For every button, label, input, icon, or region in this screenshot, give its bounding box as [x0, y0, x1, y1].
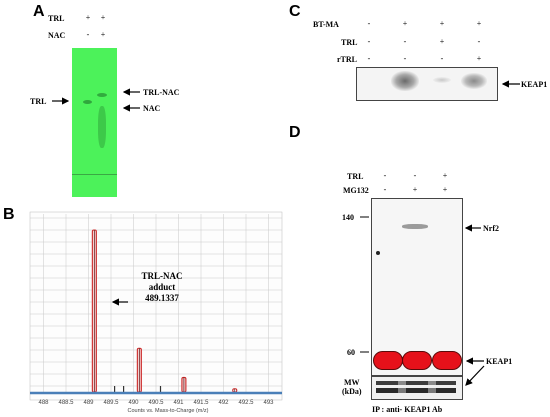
blot-c-band-lane2 — [391, 71, 419, 91]
panel-d-letter: D — [289, 124, 301, 141]
x-tick-label: 492 — [218, 400, 229, 406]
panel-c-row-btma-label: BT-MA — [313, 20, 339, 29]
panel-d-trl-lane1: - — [383, 171, 387, 180]
x-tick-label: 488 — [38, 400, 49, 406]
annotation-line-1: TRL-NAC — [141, 271, 183, 281]
spectrum-grid — [30, 214, 282, 392]
x-tick-label: 491 — [173, 400, 184, 406]
mw-marker-60: 60 — [347, 348, 355, 357]
blot-c-band-lane3 — [433, 77, 451, 83]
panel-c-trl-lane1: - — [367, 37, 371, 46]
panel-d-row-mg132-label: MG132 — [343, 186, 369, 195]
tlc-smear-nac — [98, 106, 106, 148]
panel-d-blot — [371, 198, 463, 376]
panel-c-trl-lane3: + — [439, 37, 445, 46]
tlc-spot-trl-nac — [97, 93, 107, 97]
panel-a-nac-lane2: + — [100, 30, 106, 39]
panel-a-row-nac-label: NAC — [48, 31, 66, 40]
mw-box-label-line2: (kDa) — [342, 387, 362, 396]
x-tick-label: 490.5 — [148, 400, 164, 406]
panel-a-left-label-trl: TRL — [30, 97, 47, 106]
panel-c-btma-lane4: + — [476, 19, 482, 28]
panel-c-rtrl-lane3: - — [440, 54, 444, 63]
blot-d-speck — [376, 251, 380, 255]
annotation-line-3: 489.1337 — [145, 293, 179, 303]
panel-d-mw-box — [371, 376, 463, 400]
panel-c-btma-lane3: + — [439, 19, 445, 28]
x-tick-label: 490 — [128, 400, 139, 406]
panel-d-row-trl-label: TRL — [347, 172, 364, 181]
panel-d-mg132-lane3: + — [442, 185, 448, 194]
panel-c-row-trl-label: TRL — [341, 38, 358, 47]
spectrum-peaks — [91, 229, 238, 393]
blot-d-keap1-lane2 — [402, 351, 432, 370]
panel-a-trl-lane2: + — [100, 13, 106, 22]
panel-a-trl-lane1: + — [85, 13, 91, 22]
panel-a-right-label-nac: NAC — [143, 104, 161, 113]
panel-c-rtrl-lane1: - — [367, 54, 371, 63]
panel-c-letter: C — [289, 3, 301, 20]
blot-c-band-lane4 — [461, 73, 487, 89]
panel-c-rtrl-lane2: - — [403, 54, 407, 63]
panel-c-trl-lane4: - — [477, 37, 481, 46]
blot-d-nrf2-band — [402, 224, 428, 229]
tlc-plate — [72, 48, 117, 197]
panel-c-trl-lane2: - — [403, 37, 407, 46]
x-tick-label: 489 — [83, 400, 94, 406]
panel-d-trl-lane3: + — [442, 171, 448, 180]
panel-a-letter: A — [33, 3, 45, 20]
panel-d-mg132-lane1: - — [383, 185, 387, 194]
panel-c-btma-lane2: + — [402, 19, 408, 28]
ip-caption: IP : anti- KEAP1 Ab — [372, 405, 443, 414]
panel-d-band-label-nrf2: Nrf2 — [483, 224, 499, 233]
panel-d-band-label-keap1: KEAP1 — [486, 357, 513, 366]
annotation-line-2: adduct — [148, 282, 176, 292]
arrow-keap1-mw — [465, 365, 485, 386]
spectrum-annotation: TRL-NAC adduct 489.1337 — [130, 271, 194, 304]
x-tick-label: 488.5 — [58, 400, 74, 406]
panel-a-row-trl-label: TRL — [48, 14, 65, 23]
mw-band-2 — [376, 388, 456, 393]
tlc-baseline — [72, 174, 117, 175]
panel-c-btma-lane1: - — [367, 19, 371, 28]
tlc-spot-trl — [83, 100, 92, 104]
panel-d-mg132-lane2: + — [412, 185, 418, 194]
x-tick-label: 491.5 — [193, 400, 209, 406]
panel-b-letter: B — [3, 206, 15, 223]
mw-box-label: MW (kDa) — [342, 378, 362, 396]
panel-c-blot — [356, 67, 498, 101]
mw-marker-140: 140 — [342, 213, 354, 222]
panel-c-band-label-keap1: KEAP1 — [521, 80, 548, 89]
x-tick-label: 489.5 — [103, 400, 119, 406]
panel-c-row-rtrl-label: rTRL — [337, 55, 357, 64]
panel-a-right-label-trl-nac: TRL-NAC — [143, 88, 180, 97]
mw-box-label-line1: MW — [344, 378, 360, 387]
panel-c-rtrl-lane4: + — [476, 54, 482, 63]
spectrum-tick-labels: 488 488.5 489 489.5 490 490.5 491 491.5 492 492.5… — [38, 400, 274, 406]
spectrum-axis-caption: Counts vs. Mass-to-Charge (m/z) — [128, 408, 209, 414]
mw-band-1 — [376, 381, 456, 385]
panel-d-trl-lane2: - — [413, 171, 417, 180]
x-tick-label: 492.5 — [238, 400, 254, 406]
panel-a-nac-lane1: - — [86, 30, 90, 39]
x-tick-label: 493 — [263, 400, 274, 406]
blot-d-keap1-lane3 — [432, 351, 462, 370]
